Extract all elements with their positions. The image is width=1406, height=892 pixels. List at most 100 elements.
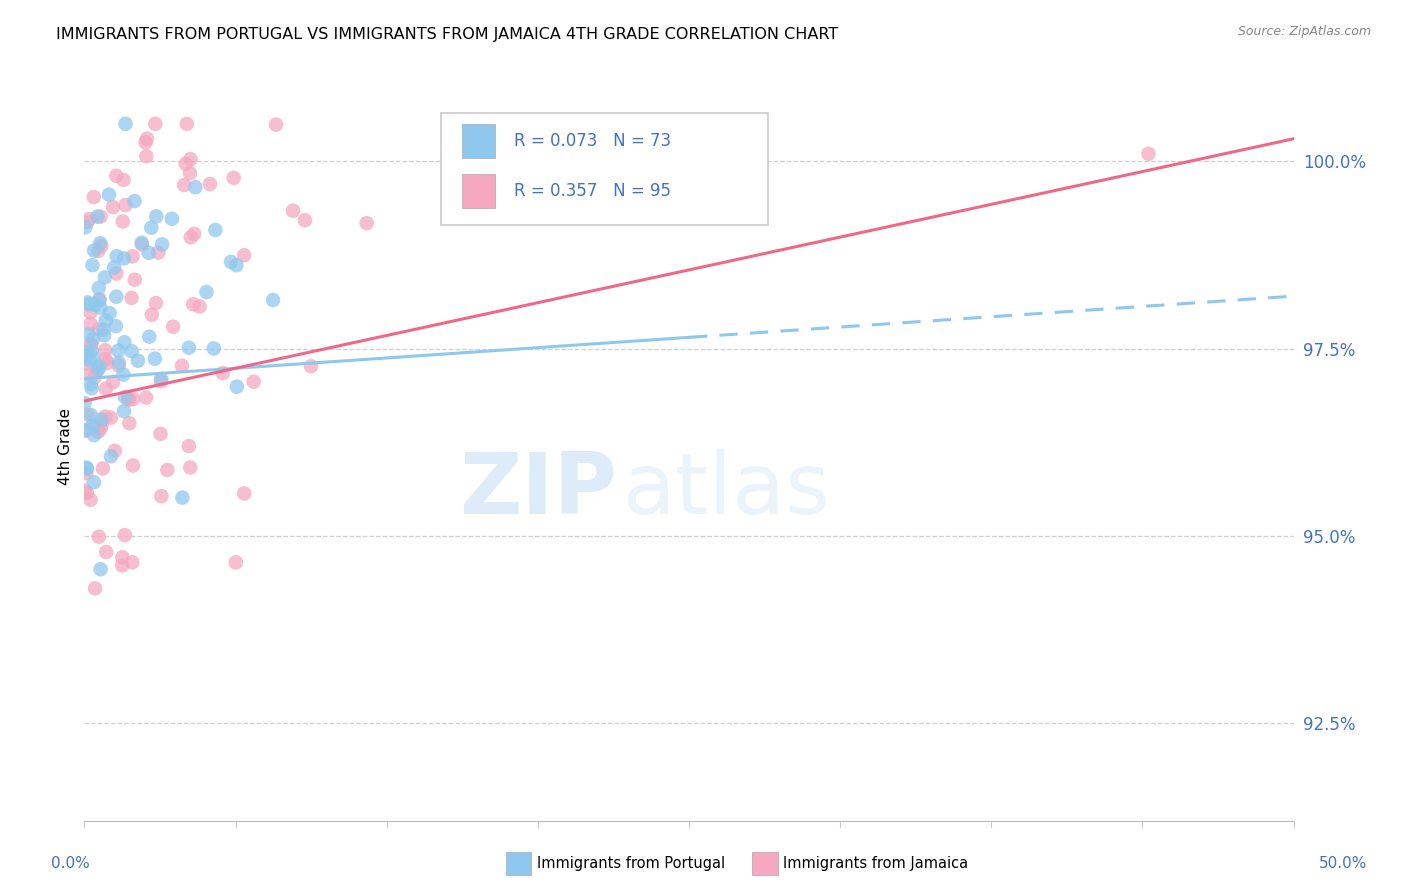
Point — [91, 417, 114, 432]
Point — [225, 258, 247, 272]
Point — [94, 343, 117, 358]
Point — [141, 220, 163, 235]
Point — [225, 555, 247, 569]
Point — [105, 169, 128, 183]
Point — [79, 492, 101, 507]
Point — [82, 258, 104, 272]
Point — [75, 460, 97, 475]
Point — [83, 420, 105, 434]
Point — [299, 359, 322, 374]
Bar — [506, 852, 531, 875]
Point — [83, 370, 105, 384]
FancyBboxPatch shape — [441, 112, 768, 225]
Point — [82, 332, 104, 346]
Text: 50.0%: 50.0% — [1319, 856, 1367, 871]
Point — [145, 210, 167, 224]
Point — [219, 255, 242, 269]
Point — [79, 317, 101, 331]
Point — [177, 439, 200, 453]
FancyBboxPatch shape — [461, 174, 495, 208]
Point — [101, 200, 124, 214]
Point — [91, 461, 114, 475]
Point — [141, 308, 163, 322]
Point — [114, 528, 136, 542]
Point — [188, 300, 211, 314]
Point — [90, 562, 112, 576]
Point — [111, 214, 134, 228]
Point — [149, 426, 172, 441]
Point — [294, 213, 316, 227]
Point — [83, 428, 105, 442]
Text: R = 0.073   N = 73: R = 0.073 N = 73 — [513, 132, 671, 150]
Point — [204, 223, 226, 237]
Point — [75, 424, 97, 438]
Point — [162, 319, 184, 334]
Point — [111, 558, 134, 573]
Point — [138, 245, 160, 260]
FancyBboxPatch shape — [461, 124, 495, 158]
Point — [281, 203, 304, 218]
Point — [242, 375, 264, 389]
Point — [112, 173, 135, 187]
Point — [100, 410, 122, 425]
Point — [103, 260, 125, 275]
Point — [121, 249, 143, 263]
Point — [181, 297, 204, 311]
Point — [96, 356, 118, 370]
Point — [172, 491, 194, 505]
Point — [87, 363, 110, 377]
Point — [148, 245, 170, 260]
Point — [87, 425, 110, 439]
Point — [76, 486, 98, 500]
Point — [118, 392, 141, 407]
Point — [131, 237, 153, 252]
Point — [80, 337, 103, 351]
Point — [198, 177, 221, 191]
Point — [112, 252, 135, 266]
Point — [96, 545, 118, 559]
Point — [105, 267, 128, 281]
Point — [84, 365, 107, 379]
Point — [121, 344, 143, 359]
Point — [79, 305, 101, 319]
Point — [176, 117, 198, 131]
Point — [104, 443, 127, 458]
Point — [174, 157, 197, 171]
Text: Immigrants from Portugal: Immigrants from Portugal — [537, 856, 725, 871]
Point — [87, 244, 110, 258]
Point — [202, 342, 225, 356]
Point — [121, 291, 143, 305]
Point — [114, 117, 136, 131]
Point — [93, 328, 115, 343]
Point — [73, 396, 96, 410]
Point — [107, 343, 129, 358]
Point — [114, 198, 136, 212]
Text: ZIP: ZIP — [458, 450, 616, 533]
Point — [173, 178, 195, 192]
Point — [179, 166, 201, 180]
Point — [94, 352, 117, 367]
Point — [80, 343, 103, 358]
Point — [94, 409, 117, 424]
Point — [264, 118, 287, 132]
Text: Source: ZipAtlas.com: Source: ZipAtlas.com — [1237, 25, 1371, 38]
Point — [233, 248, 256, 262]
Point — [150, 372, 173, 386]
Point — [122, 392, 145, 406]
Point — [225, 379, 247, 393]
Point — [1137, 146, 1160, 161]
Point — [150, 374, 173, 388]
Point — [90, 412, 112, 426]
Point — [84, 582, 107, 596]
Point — [107, 356, 129, 370]
Point — [135, 136, 157, 150]
Point — [90, 239, 112, 253]
Point — [82, 418, 104, 433]
Point — [177, 341, 200, 355]
Point — [101, 376, 124, 390]
Point — [160, 211, 183, 226]
Point — [122, 458, 145, 473]
Y-axis label: 4th Grade: 4th Grade — [58, 408, 73, 484]
Point — [183, 227, 205, 241]
Text: Immigrants from Jamaica: Immigrants from Jamaica — [783, 856, 969, 871]
